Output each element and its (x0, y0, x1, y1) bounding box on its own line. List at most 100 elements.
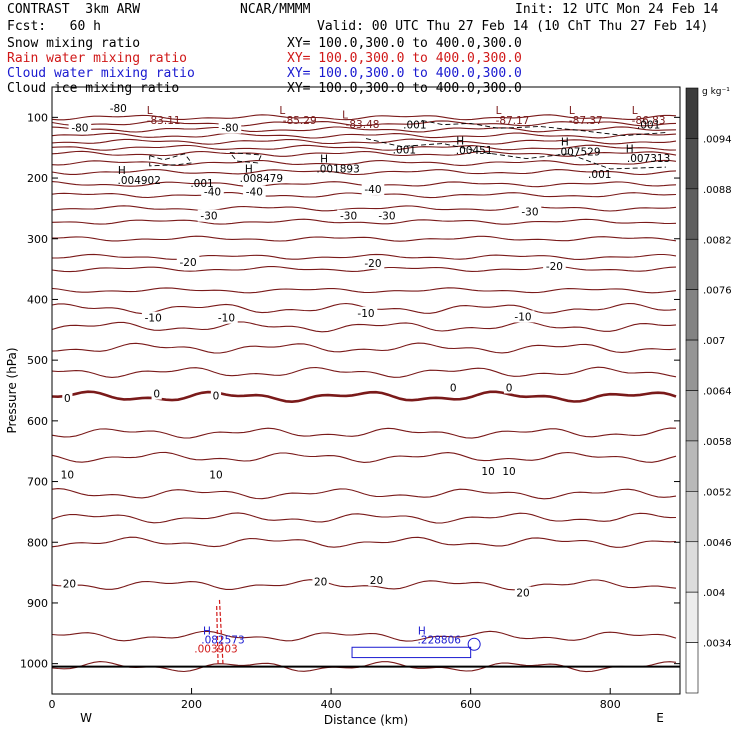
extremum-label: L (632, 105, 638, 117)
isotherm-label: -80 (221, 123, 238, 135)
y-tick-label: 100 (27, 111, 48, 124)
extremum-label: H (456, 135, 464, 147)
valid-time: Valid: 00 UTC Thu 27 Feb 14 (10 ChT Thu … (317, 19, 709, 34)
extremum-label: -83.48 (346, 119, 380, 131)
x-axis-label: Distance (km) (324, 713, 408, 727)
y-tick-label: 700 (27, 476, 48, 489)
isotherm-label: 10 (502, 466, 515, 478)
colorbar-swatch (685, 491, 699, 543)
colorbar-units: g kg⁻¹ (702, 87, 730, 97)
extremum-label: L (147, 105, 153, 117)
isotherm-label: 0 (153, 389, 160, 401)
extremum-label: L (496, 105, 502, 117)
isotherm-label-bg (176, 255, 200, 268)
isotherm-label: -30 (200, 211, 217, 223)
isotherm-label-bg (337, 209, 360, 222)
extremum-label: H (203, 625, 211, 637)
isotherm-label-bg (218, 121, 242, 134)
isotherm-line (51, 390, 677, 404)
isotherm-line (51, 630, 677, 642)
isotherm-label-bg (354, 306, 378, 319)
extremum-label: H (245, 163, 253, 175)
colorbar-label: .0094 (703, 134, 732, 145)
isotherm-label: -80 (110, 103, 127, 115)
field-snow-xy: XY= 100.0,300.0 to 400.0,300.0 (287, 36, 522, 51)
colorbar-swatch (685, 87, 699, 139)
isotherm-label-bg (312, 575, 329, 588)
y-tick-label: 500 (27, 354, 48, 367)
isotherm-line (51, 451, 677, 463)
colorbar-label: .004 (703, 588, 725, 599)
isotherm-label-bg (207, 468, 225, 481)
isotherm-label-bg (518, 205, 542, 218)
colorbar: .0094 .0088 .0082 .0076 .007 .0064 .0058 .0052.… (685, 87, 732, 694)
colorbar-label: .0076 (703, 286, 732, 297)
colorbar-swatch (685, 138, 699, 190)
isotherm-label: 10 (481, 466, 494, 478)
isotherm-line (51, 126, 677, 133)
y-tick-label: 200 (27, 172, 48, 185)
isotherm-line (51, 150, 677, 157)
y-tick-label: 800 (27, 536, 48, 549)
isotherm-label-bg (479, 465, 497, 478)
isotherm-line (51, 579, 677, 591)
colorbar-label: .0088 (703, 185, 732, 196)
field-snow-name: Snow mixing ratio (7, 36, 141, 51)
isotherm-line (51, 205, 677, 212)
isotherm-line (51, 159, 677, 166)
colorbar-label: .0082 (703, 235, 732, 246)
isotherm-line (51, 168, 677, 176)
isotherm-label-bg (543, 260, 566, 273)
y-tick-label: 300 (27, 233, 48, 246)
extremum-label: .001 (393, 145, 416, 157)
y-tick-label: 400 (27, 293, 48, 306)
isotherm-line (51, 321, 677, 333)
colorbar-label: .0034 (703, 639, 732, 650)
extremum-label: .001893 (316, 163, 359, 175)
isotherm-label: 20 (63, 579, 76, 591)
isotherm-label-bg (514, 586, 532, 599)
isotherm-label: -40 (364, 184, 381, 196)
snow-contour (421, 119, 667, 137)
isotherm-label-bg (61, 577, 78, 590)
isotherm-line (51, 536, 677, 548)
field-rain-xy: XY= 100.0,300.0 to 400.0,300.0 (287, 51, 522, 66)
plot-area: -80 -80 -80 -40 -40 -40 -30 -30 -30 -30 -20 -20 -20 -… (51, 102, 680, 673)
isotherm-label: 20 (370, 575, 383, 587)
isotherm-label-bg (59, 468, 76, 481)
extremum-label: -87.37 (569, 115, 603, 127)
colorbar-swatch (685, 541, 699, 593)
isotherm-line (51, 512, 677, 524)
y-tick-label: 1000 (20, 658, 48, 671)
cloudwater-contour (351, 646, 472, 659)
extremum-label: .001 (403, 120, 426, 132)
x-tick-label: 800 (600, 698, 621, 711)
isotherm-line (51, 138, 677, 145)
isotherm-label: -10 (357, 308, 374, 320)
isotherm-line (52, 253, 677, 260)
isotherm-label: 20 (516, 588, 529, 600)
extremum-label: .007529 (557, 146, 600, 158)
west-label: W (80, 711, 92, 725)
x-tick-label: 0 (49, 698, 56, 711)
isotherm-label-bg (500, 465, 518, 478)
extremum-label: L (279, 105, 285, 117)
init-time: Init: 12 UTC Mon 24 Feb 14 (515, 2, 719, 17)
colorbar-swatch (685, 591, 699, 643)
isotherm-line (51, 488, 677, 500)
field-rain-name: Rain water mixing ratio (7, 51, 188, 66)
y-tick-label: 900 (27, 597, 48, 610)
isotherm-label: -40 (204, 186, 221, 198)
extremum-label: H (561, 137, 569, 149)
extremum-label: -87.17 (496, 115, 530, 127)
isotherm-label: 20 (314, 577, 327, 589)
isotherm-label-bg (448, 381, 459, 394)
colorbar-swatch (685, 440, 699, 492)
isotherm-label-bg (68, 121, 92, 134)
east-label: E (656, 711, 664, 725)
extremum-label: .00451 (456, 145, 493, 157)
colorbar-label: .0064 (703, 387, 732, 398)
colorbar-label: .0046 (703, 538, 732, 549)
isotherm-label-bg (361, 257, 385, 270)
